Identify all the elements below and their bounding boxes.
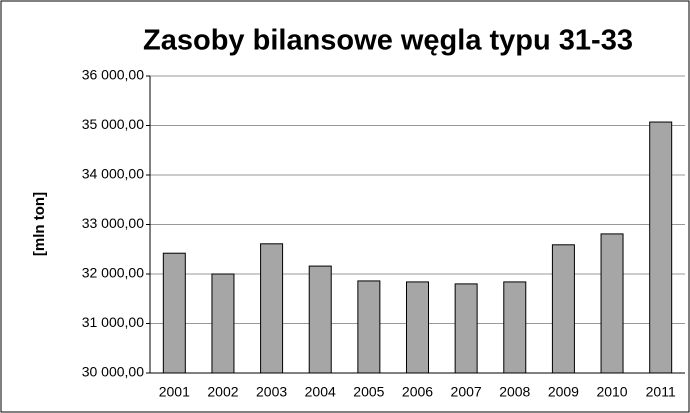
bar (357, 280, 381, 374)
y-axis-label: [mln ton] (31, 192, 48, 256)
x-tick-label: 2011 (646, 384, 676, 400)
bar (211, 273, 235, 374)
bar (551, 244, 575, 374)
x-tick-label: 2003 (256, 384, 287, 400)
y-tick-label: 33 000,00 (82, 215, 144, 231)
bar (454, 283, 478, 374)
x-tick-label: 2008 (499, 384, 530, 400)
x-tick-label: 2010 (596, 384, 627, 400)
bar (162, 252, 186, 374)
bar (406, 281, 429, 374)
x-tick-label: 2004 (305, 384, 336, 400)
y-tick-label: 30 000,00 (82, 364, 144, 380)
bar (649, 121, 673, 374)
x-tick-label: 2005 (353, 384, 384, 400)
y-tick-label: 36 000,00 (82, 67, 144, 83)
y-tick-label: 34 000,00 (82, 166, 144, 182)
y-tick-label: 31 000,00 (82, 314, 144, 330)
chart-title: Zasoby bilansowe węgla typu 31-33 (143, 25, 633, 57)
x-tick-label: 2009 (548, 384, 579, 400)
x-tick-label: 2007 (451, 384, 482, 400)
y-tick-label: 32 000,00 (82, 265, 144, 281)
x-tick-label: 2001 (159, 384, 190, 400)
bar (260, 243, 284, 374)
x-tick-label: 2006 (402, 384, 433, 400)
x-tick-label: 2002 (207, 384, 238, 400)
bar (503, 281, 527, 374)
bar (308, 265, 332, 374)
bar (600, 233, 624, 374)
y-tick-label: 35 000,00 (82, 116, 144, 132)
